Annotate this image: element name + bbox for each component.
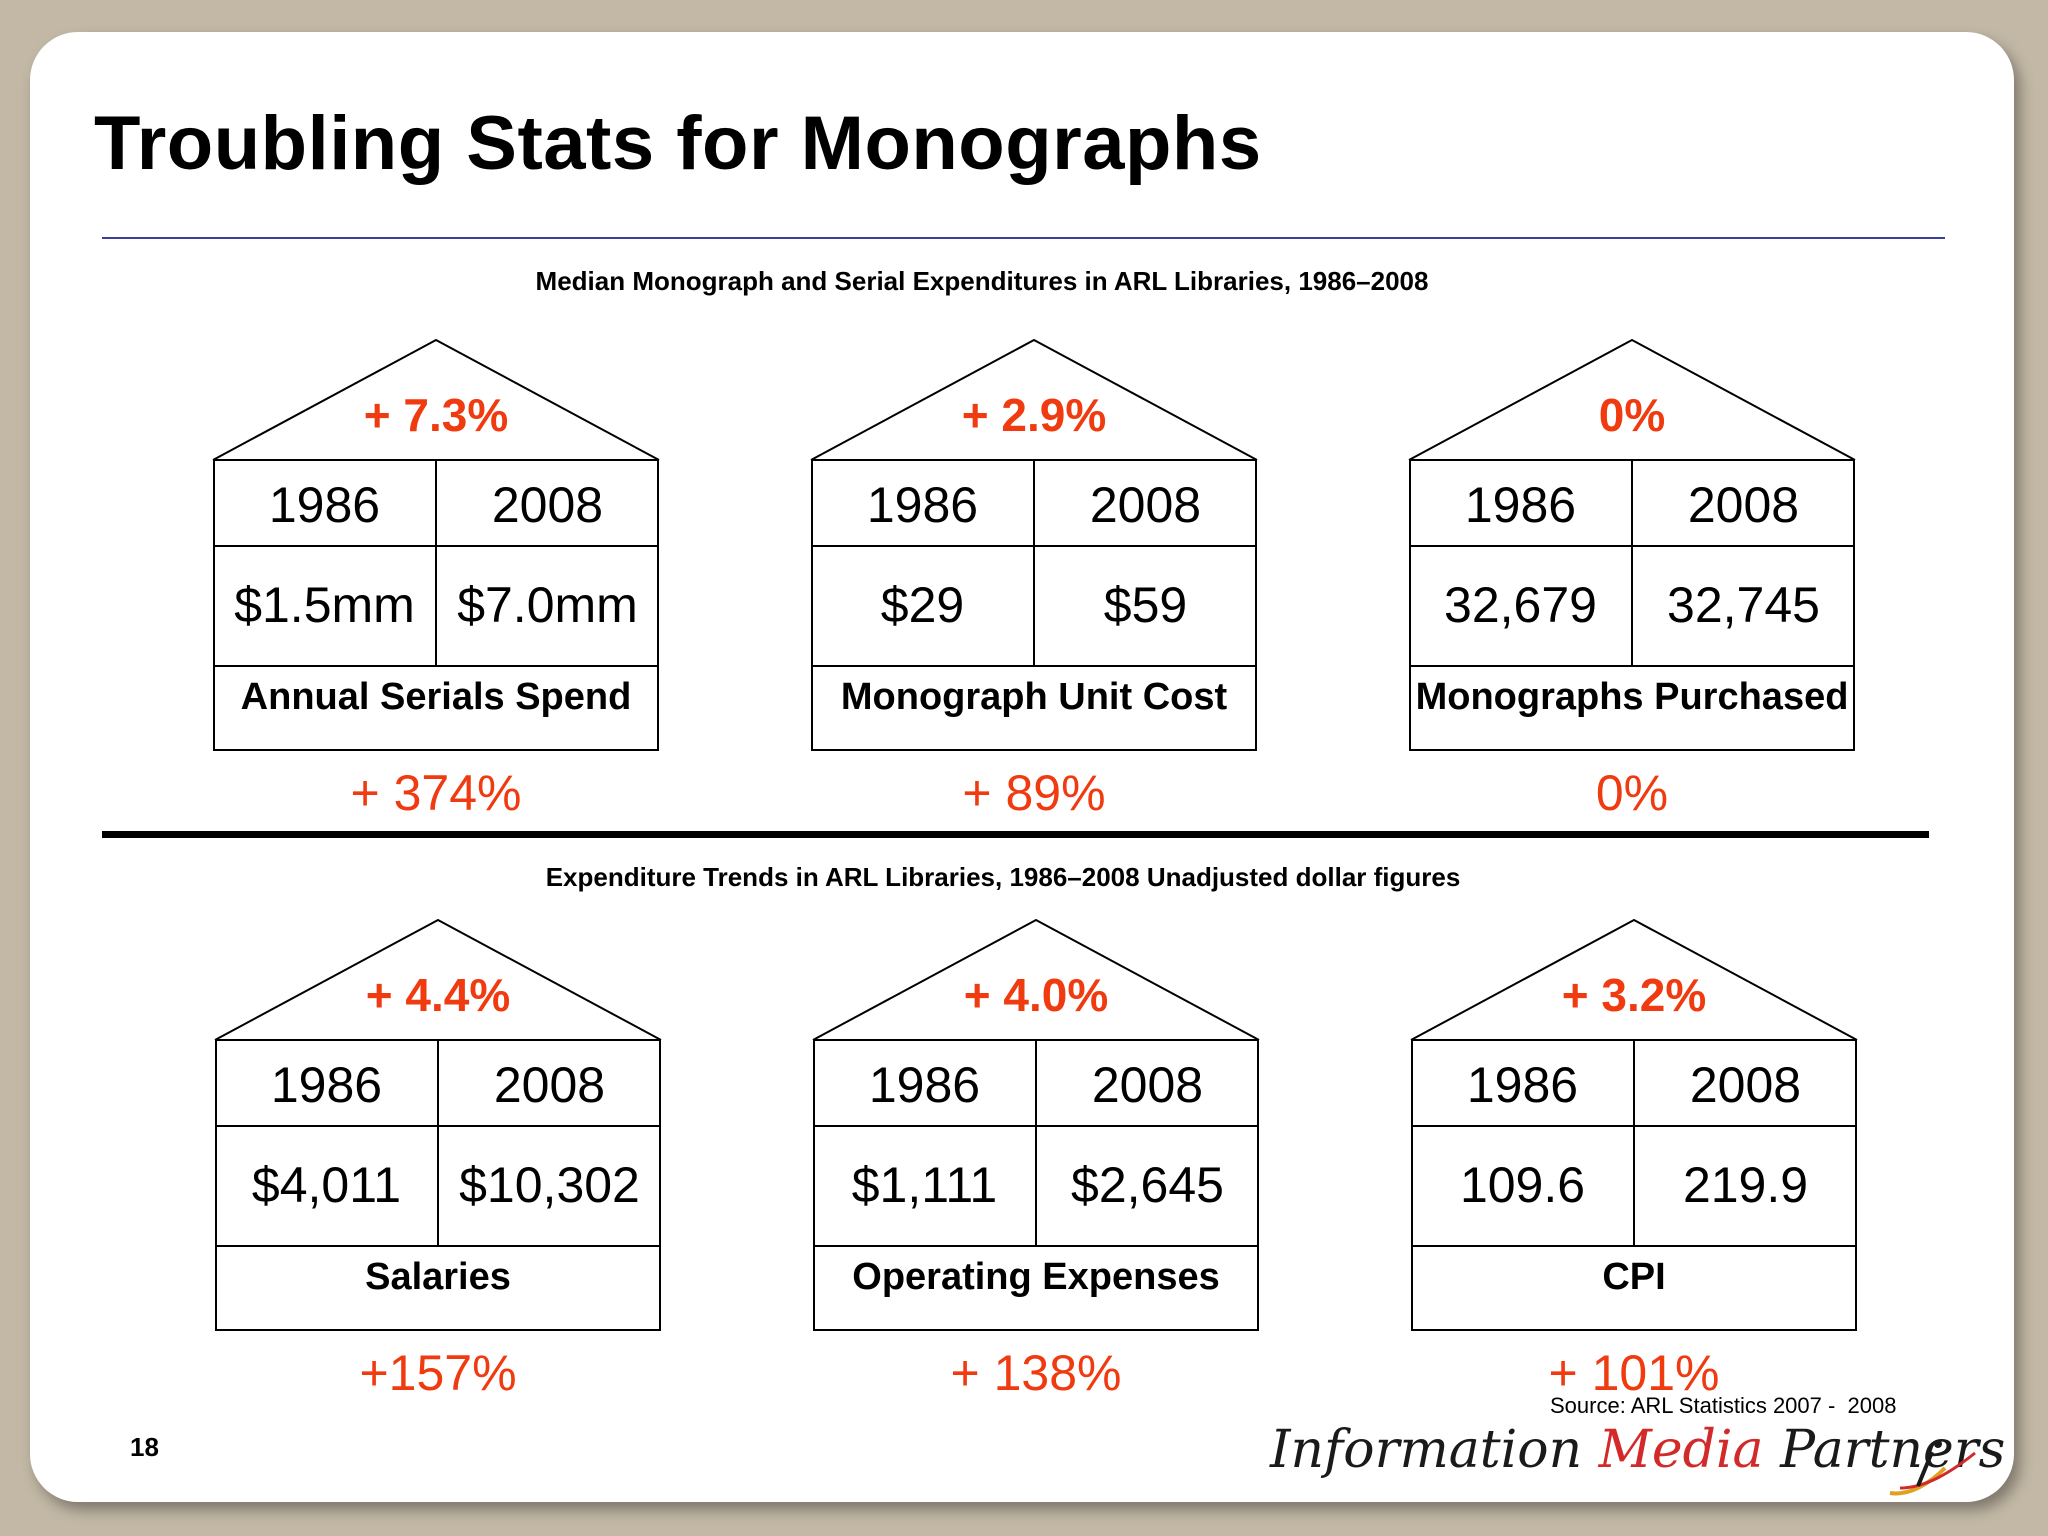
- value-end: 219.9: [1682, 1157, 1809, 1213]
- year-end: 2008: [493, 1057, 606, 1113]
- house-cpi: + 3.2% 1986 2008 109.6 219.9 CPI + 101%: [1410, 918, 1858, 1520]
- metric-label: Monograph Unit Cost: [840, 676, 1228, 718]
- section-1-subtitle: Median Monograph and Serial Expenditures…: [535, 266, 1429, 296]
- company-logo: Information Media Partners: [1270, 1420, 2005, 1480]
- year-start: 1986: [270, 1057, 383, 1113]
- annual-growth: + 4.4%: [365, 969, 511, 1021]
- annual-growth: 0%: [1598, 389, 1666, 441]
- metric-label: Monographs Purchased: [1415, 676, 1849, 718]
- house-outline: [810, 338, 1258, 751]
- annual-growth: + 7.3%: [363, 389, 509, 441]
- total-growth: + 374%: [350, 765, 522, 821]
- house-outline: [1408, 338, 1856, 751]
- year-start: 1986: [268, 477, 381, 533]
- value-start: $29: [880, 577, 965, 633]
- logo-swoosh-icon: [1889, 1440, 1976, 1496]
- house-salaries: + 4.4% 1986 2008 $4,011 $10,302 Salaries…: [214, 918, 662, 1520]
- annual-growth: + 2.9%: [961, 389, 1107, 441]
- total-growth: 0%: [1595, 765, 1669, 821]
- year-end: 2008: [1091, 1057, 1204, 1113]
- year-end: 2008: [1687, 477, 1800, 533]
- source-note: Source: ARL Statistics 2007 - 2008: [1550, 1393, 1897, 1418]
- house-monographs-purchased: 0% 1986 2008 32,679 32,745 Monographs Pu…: [1408, 338, 1856, 940]
- metric-label: Salaries: [365, 1256, 511, 1298]
- logo-text-part1: Information: [1270, 1420, 1599, 1480]
- value-start: $1.5mm: [234, 577, 415, 633]
- value-end: $10,302: [459, 1157, 640, 1213]
- value-start: $4,011: [251, 1157, 402, 1213]
- house-annual-serials-spend: + 7.3% 1986 2008 $1.5mm $7.0mm Annual Se…: [212, 338, 660, 940]
- total-growth: + 138%: [950, 1345, 1122, 1401]
- logo-text-part2: Media: [1598, 1420, 1764, 1480]
- house-outline: [1410, 918, 1858, 1331]
- annual-growth: + 4.0%: [963, 969, 1109, 1021]
- house-outline: [812, 918, 1260, 1331]
- house-outline: [214, 918, 662, 1331]
- value-end: $59: [1103, 577, 1188, 633]
- total-growth: + 89%: [962, 765, 1106, 821]
- value-end: $7.0mm: [457, 577, 638, 633]
- house-operating-expenses: + 4.0% 1986 2008 $1,111 $2,645 Operating…: [812, 918, 1260, 1520]
- house-monograph-unit-cost: + 2.9% 1986 2008 $29 $59 Monograph Unit …: [810, 338, 1258, 940]
- year-end: 2008: [491, 477, 604, 533]
- annual-growth: + 3.2%: [1561, 969, 1707, 1021]
- year-start: 1986: [868, 1057, 981, 1113]
- value-start: $1,111: [851, 1157, 998, 1213]
- slide: [30, 32, 2014, 1502]
- page-number: 18: [130, 1432, 159, 1462]
- page-title: Troubling Stats for Monographs: [94, 101, 1262, 186]
- metric-label: Operating Expenses: [852, 1256, 1220, 1298]
- metric-label: Annual Serials Spend: [240, 676, 632, 718]
- house-outline: [212, 338, 660, 751]
- year-start: 1986: [1464, 477, 1577, 533]
- section-2-subtitle: Expenditure Trends in ARL Libraries, 198…: [545, 862, 1461, 892]
- title-divider: [102, 237, 1945, 239]
- section-divider: [102, 831, 1929, 838]
- logo-text-part3: Partners: [1763, 1420, 2006, 1480]
- year-end: 2008: [1689, 1057, 1802, 1113]
- value-end: 32,745: [1667, 577, 1820, 633]
- year-start: 1986: [1466, 1057, 1579, 1113]
- total-growth: + 101%: [1548, 1345, 1720, 1401]
- value-end: $2,645: [1071, 1157, 1224, 1213]
- total-growth: +157%: [359, 1345, 517, 1401]
- metric-label: CPI: [1602, 1256, 1666, 1298]
- year-end: 2008: [1089, 477, 1202, 533]
- value-start: 32,679: [1444, 577, 1597, 633]
- year-start: 1986: [866, 477, 979, 533]
- value-start: 109.6: [1459, 1157, 1586, 1213]
